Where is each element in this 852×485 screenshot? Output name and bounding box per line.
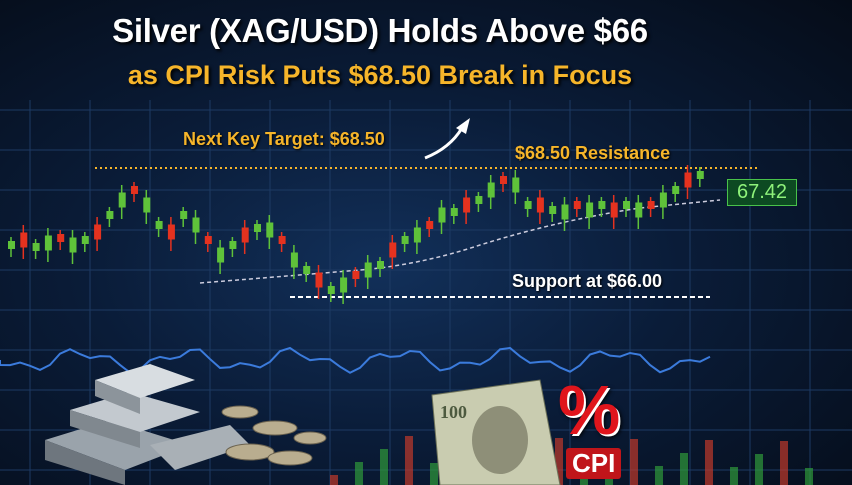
volume-bar xyxy=(655,466,663,485)
candle-body xyxy=(512,177,520,193)
candle-body xyxy=(266,222,274,238)
candle-body xyxy=(131,186,138,194)
candle-body xyxy=(647,201,655,209)
candle-body xyxy=(303,266,311,274)
volume-bar xyxy=(380,449,388,485)
candle-body xyxy=(684,172,692,188)
candle-body xyxy=(143,197,151,213)
candle-body xyxy=(155,221,163,229)
volume-bar xyxy=(780,441,788,485)
candle-body xyxy=(315,272,323,288)
coins-icon xyxy=(221,405,327,466)
candle-body xyxy=(377,261,384,269)
candle-body xyxy=(81,236,89,244)
headline-title: Silver (XAG/USD) Holds Above $66 xyxy=(112,12,648,49)
candle-body xyxy=(340,277,348,293)
silver-bars-icon xyxy=(45,364,250,485)
candle-body xyxy=(32,243,40,251)
candle-body xyxy=(659,192,667,208)
volume-bar xyxy=(330,475,338,485)
candle-body xyxy=(696,171,704,179)
candle-body xyxy=(8,241,15,249)
candle-body xyxy=(20,232,28,248)
candle-body xyxy=(549,206,557,214)
candle-body xyxy=(561,204,569,220)
candle-body xyxy=(69,237,77,253)
candle-body xyxy=(672,186,680,194)
candle-body xyxy=(229,241,237,249)
candle-body xyxy=(610,202,618,218)
candle-body xyxy=(180,211,188,219)
candle-body xyxy=(598,201,606,209)
arrow-up-right-icon xyxy=(424,127,464,160)
moving-average-line xyxy=(199,199,721,284)
svg-text:100: 100 xyxy=(440,402,467,422)
candle-body xyxy=(450,208,458,216)
candle-body xyxy=(327,286,335,294)
candle-body xyxy=(217,247,225,263)
candle-body xyxy=(389,242,397,258)
candle-body xyxy=(536,197,544,213)
candle-body xyxy=(401,236,409,244)
candle-body xyxy=(623,201,630,209)
cpi-badge: CPI xyxy=(566,448,622,479)
headline-subtitle: as CPI Risk Puts $68.50 Break in Focus xyxy=(127,60,633,90)
candle-body xyxy=(438,207,446,223)
volume-bar xyxy=(630,439,638,485)
volume-bar xyxy=(730,467,738,485)
candle-body xyxy=(94,224,102,240)
candle-body xyxy=(192,217,200,233)
candle-body xyxy=(586,202,594,218)
candle-body xyxy=(573,201,581,209)
candle-body xyxy=(167,224,175,240)
candle-body xyxy=(352,271,360,279)
price-badge: 67.42 xyxy=(727,179,797,206)
volume-bar xyxy=(355,462,363,485)
volume-bar xyxy=(405,436,413,485)
support-label: Support at $66.00 xyxy=(512,271,663,291)
candle-body xyxy=(290,252,298,268)
candle-body xyxy=(118,192,126,208)
candle-body xyxy=(524,201,532,209)
candle-body xyxy=(254,224,261,232)
volume-bar xyxy=(430,463,438,485)
candle-body xyxy=(413,227,421,243)
candle-body xyxy=(364,262,372,278)
percent-sign-icon: % xyxy=(558,371,621,449)
candle-body xyxy=(278,236,286,244)
candle-body xyxy=(106,211,114,219)
oscillator-line xyxy=(0,346,711,374)
candle-body xyxy=(487,182,495,198)
candle-body xyxy=(500,176,507,184)
volume-bar xyxy=(555,438,563,485)
candle-body xyxy=(57,234,65,242)
candle-body xyxy=(44,235,52,251)
candle-body xyxy=(241,227,249,243)
candle-body xyxy=(204,236,212,244)
volume-bar xyxy=(680,453,688,485)
arrow-head xyxy=(456,118,470,134)
volume-bar xyxy=(805,468,813,485)
resistance-label: $68.50 Resistance xyxy=(515,143,671,163)
volume-bar xyxy=(705,440,713,485)
candle-body xyxy=(426,221,434,229)
target-label: Next Key Target: $68.50 xyxy=(183,129,385,149)
dollar-bill-icon: 100 xyxy=(431,379,561,485)
candle-body xyxy=(463,197,471,213)
volume-bar xyxy=(755,454,763,485)
candle-body xyxy=(475,196,483,204)
candle-body xyxy=(635,202,643,218)
